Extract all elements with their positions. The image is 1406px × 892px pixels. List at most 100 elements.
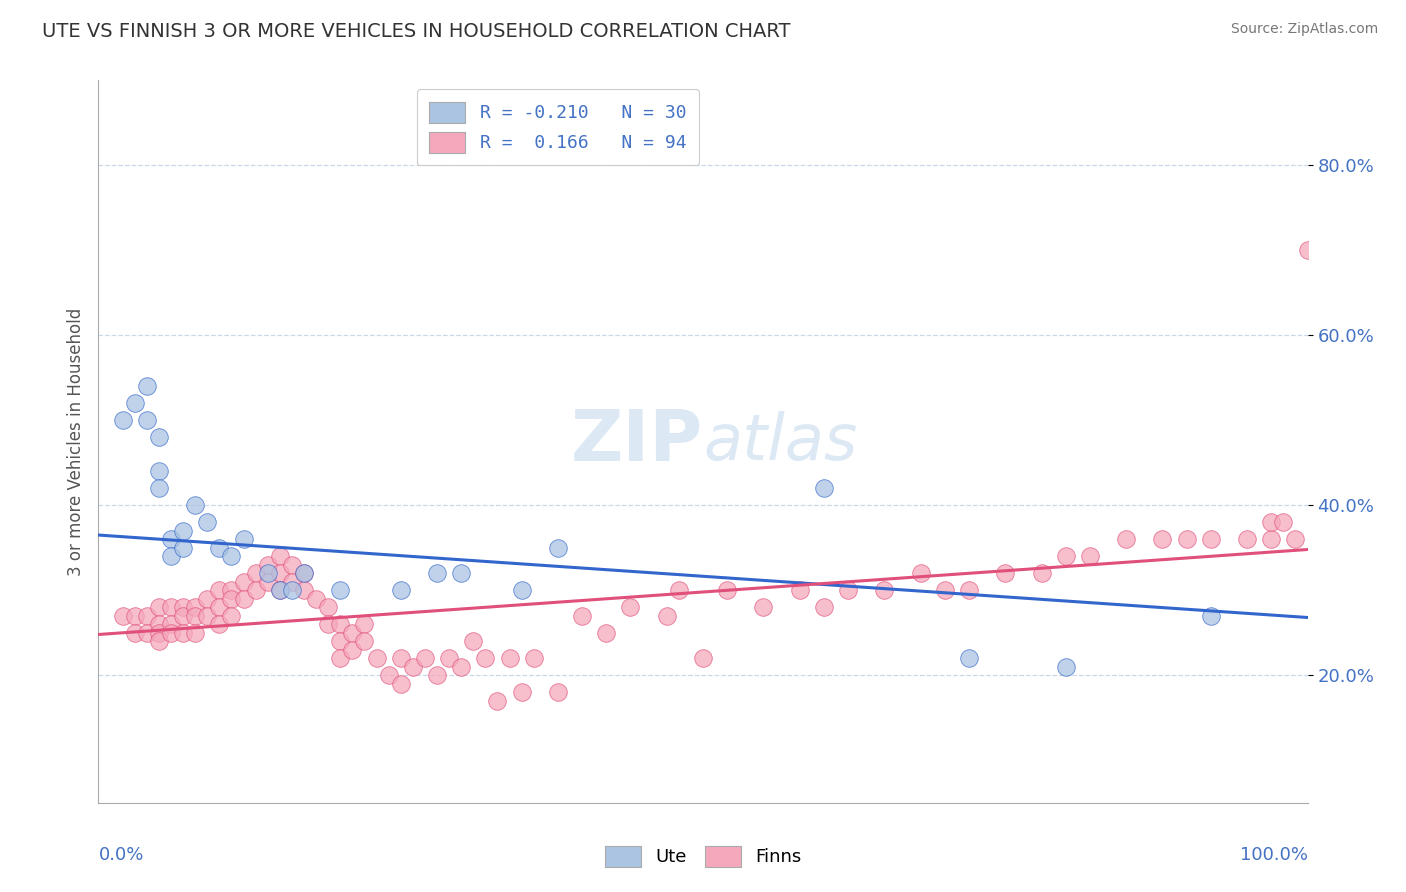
Point [389, 677, 412, 691]
Point [281, 558, 304, 572]
Text: atlas: atlas [703, 410, 858, 473]
Point [547, 541, 569, 555]
Point [402, 660, 425, 674]
Point [837, 583, 859, 598]
Text: UTE VS FINNISH 3 OR MORE VEHICLES IN HOUSEHOLD CORRELATION CHART: UTE VS FINNISH 3 OR MORE VEHICLES IN HOU… [42, 22, 790, 41]
Point [172, 541, 194, 555]
Point [1260, 516, 1282, 530]
Point [160, 625, 183, 640]
Point [292, 566, 315, 581]
Point [377, 668, 399, 682]
Point [269, 566, 291, 581]
Point [1115, 533, 1137, 547]
Point [245, 583, 267, 598]
Point [1054, 660, 1077, 674]
Point [523, 651, 546, 665]
Point [135, 608, 157, 623]
Legend: Ute, Finns: Ute, Finns [598, 838, 808, 874]
Point [426, 668, 449, 682]
Point [1031, 566, 1053, 581]
Point [510, 685, 533, 699]
Point [208, 600, 231, 615]
Y-axis label: 3 or more Vehicles in Household: 3 or more Vehicles in Household [66, 308, 84, 575]
Point [463, 634, 485, 648]
Point [148, 481, 170, 495]
Point [148, 430, 170, 444]
Point [873, 583, 896, 598]
Text: ZIP: ZIP [571, 407, 703, 476]
Point [1078, 549, 1101, 564]
Point [281, 574, 304, 589]
Point [1152, 533, 1174, 547]
Point [160, 617, 183, 632]
Point [195, 608, 218, 623]
Point [256, 566, 278, 581]
Point [498, 651, 520, 665]
Point [292, 583, 315, 598]
Point [595, 625, 617, 640]
Point [329, 617, 352, 632]
Point [148, 625, 170, 640]
Point [316, 617, 339, 632]
Point [195, 591, 218, 606]
Point [1199, 533, 1222, 547]
Point [1175, 533, 1198, 547]
Point [994, 566, 1017, 581]
Text: 100.0%: 100.0% [1240, 847, 1308, 864]
Point [752, 600, 775, 615]
Point [221, 608, 243, 623]
Point [135, 625, 157, 640]
Point [329, 651, 352, 665]
Point [269, 583, 291, 598]
Point [269, 583, 291, 598]
Point [195, 516, 218, 530]
Point [413, 651, 436, 665]
Point [111, 608, 134, 623]
Point [135, 379, 157, 393]
Point [1284, 533, 1306, 547]
Point [957, 583, 980, 598]
Point [692, 651, 714, 665]
Point [957, 651, 980, 665]
Point [316, 600, 339, 615]
Point [450, 660, 472, 674]
Point [934, 583, 956, 598]
Point [208, 583, 231, 598]
Point [389, 651, 412, 665]
Point [571, 608, 593, 623]
Legend: R = -0.210   N = 30, R =  0.166   N = 94: R = -0.210 N = 30, R = 0.166 N = 94 [416, 89, 699, 165]
Point [329, 583, 352, 598]
Point [148, 634, 170, 648]
Point [281, 583, 304, 598]
Point [450, 566, 472, 581]
Point [353, 634, 375, 648]
Point [437, 651, 460, 665]
Point [232, 574, 254, 589]
Point [111, 413, 134, 427]
Point [221, 549, 243, 564]
Point [172, 600, 194, 615]
Point [1260, 533, 1282, 547]
Point [124, 396, 146, 410]
Point [1236, 533, 1258, 547]
Point [184, 608, 207, 623]
Point [172, 625, 194, 640]
Point [172, 524, 194, 538]
Point [232, 591, 254, 606]
Point [342, 642, 364, 657]
Point [245, 566, 267, 581]
Point [789, 583, 811, 598]
Point [135, 413, 157, 427]
Point [1199, 608, 1222, 623]
Point [148, 464, 170, 478]
Point [256, 574, 278, 589]
Point [910, 566, 932, 581]
Point [221, 583, 243, 598]
Point [813, 481, 835, 495]
Point [366, 651, 388, 665]
Point [269, 549, 291, 564]
Point [172, 608, 194, 623]
Point [305, 591, 328, 606]
Point [160, 549, 183, 564]
Point [208, 617, 231, 632]
